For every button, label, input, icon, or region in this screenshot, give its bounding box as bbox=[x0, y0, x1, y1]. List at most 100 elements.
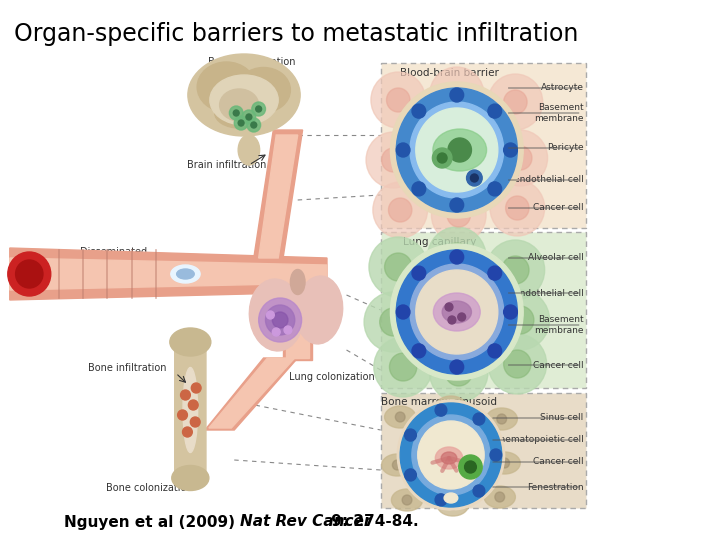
Circle shape bbox=[390, 244, 523, 380]
Circle shape bbox=[412, 266, 426, 280]
Circle shape bbox=[429, 342, 488, 402]
Circle shape bbox=[374, 337, 433, 397]
FancyBboxPatch shape bbox=[175, 341, 206, 479]
Circle shape bbox=[284, 326, 292, 334]
Circle shape bbox=[459, 455, 482, 479]
Text: Brain infiltration: Brain infiltration bbox=[187, 160, 267, 170]
Ellipse shape bbox=[183, 368, 198, 453]
Text: Cancer cell: Cancer cell bbox=[533, 457, 584, 467]
Ellipse shape bbox=[176, 269, 194, 279]
Circle shape bbox=[192, 383, 201, 393]
Text: Alveolar cell: Alveolar cell bbox=[528, 253, 584, 262]
Circle shape bbox=[242, 110, 256, 124]
Circle shape bbox=[233, 110, 239, 116]
Ellipse shape bbox=[238, 135, 260, 165]
Circle shape bbox=[486, 240, 544, 300]
Polygon shape bbox=[10, 258, 327, 290]
Circle shape bbox=[384, 253, 412, 281]
Circle shape bbox=[252, 102, 266, 116]
Circle shape bbox=[443, 243, 470, 271]
Circle shape bbox=[450, 198, 464, 212]
Text: Cancer cell: Cancer cell bbox=[533, 204, 584, 213]
Circle shape bbox=[251, 122, 257, 128]
Circle shape bbox=[502, 256, 529, 284]
Text: Nguyen et al (2009): Nguyen et al (2009) bbox=[64, 515, 240, 530]
Circle shape bbox=[458, 313, 466, 321]
Circle shape bbox=[504, 305, 518, 319]
Circle shape bbox=[392, 460, 402, 470]
Polygon shape bbox=[253, 130, 302, 258]
Circle shape bbox=[183, 427, 192, 437]
Circle shape bbox=[450, 250, 464, 264]
Ellipse shape bbox=[433, 129, 487, 171]
Circle shape bbox=[450, 360, 464, 374]
Circle shape bbox=[412, 182, 426, 196]
Circle shape bbox=[488, 344, 502, 358]
Circle shape bbox=[504, 350, 531, 378]
Circle shape bbox=[467, 170, 482, 186]
Circle shape bbox=[181, 390, 190, 400]
Circle shape bbox=[491, 290, 549, 350]
Ellipse shape bbox=[210, 75, 278, 125]
Circle shape bbox=[400, 403, 502, 507]
Circle shape bbox=[373, 182, 428, 238]
Circle shape bbox=[230, 106, 243, 120]
Ellipse shape bbox=[437, 494, 469, 516]
Circle shape bbox=[488, 182, 502, 196]
Circle shape bbox=[234, 116, 248, 130]
Polygon shape bbox=[286, 292, 310, 358]
Circle shape bbox=[435, 404, 447, 416]
Circle shape bbox=[428, 227, 486, 287]
Circle shape bbox=[504, 90, 527, 114]
Ellipse shape bbox=[436, 396, 467, 418]
Circle shape bbox=[366, 132, 420, 188]
Ellipse shape bbox=[220, 89, 258, 121]
Circle shape bbox=[266, 311, 274, 319]
Ellipse shape bbox=[188, 54, 300, 136]
Circle shape bbox=[437, 153, 447, 163]
Circle shape bbox=[190, 417, 200, 427]
Circle shape bbox=[412, 415, 490, 495]
Circle shape bbox=[405, 469, 416, 481]
Circle shape bbox=[504, 143, 518, 157]
Text: Blood-brain barrier: Blood-brain barrier bbox=[400, 68, 498, 78]
Ellipse shape bbox=[171, 265, 200, 283]
Circle shape bbox=[390, 82, 523, 218]
Circle shape bbox=[412, 104, 426, 118]
Circle shape bbox=[382, 148, 405, 172]
Circle shape bbox=[402, 495, 412, 505]
Ellipse shape bbox=[382, 454, 413, 476]
Ellipse shape bbox=[433, 293, 480, 331]
Circle shape bbox=[488, 266, 502, 280]
Circle shape bbox=[448, 500, 458, 510]
Ellipse shape bbox=[436, 447, 463, 469]
Text: Haematopoietic cell: Haematopoietic cell bbox=[493, 435, 584, 444]
Circle shape bbox=[405, 429, 416, 441]
Circle shape bbox=[473, 485, 485, 497]
Polygon shape bbox=[283, 292, 312, 360]
Ellipse shape bbox=[215, 98, 264, 128]
Circle shape bbox=[448, 138, 472, 162]
Circle shape bbox=[446, 402, 456, 412]
Text: Nat Rev Cancer: Nat Rev Cancer bbox=[240, 515, 372, 530]
Circle shape bbox=[256, 106, 261, 112]
Polygon shape bbox=[205, 358, 297, 430]
Circle shape bbox=[473, 413, 485, 425]
Circle shape bbox=[396, 250, 518, 374]
Ellipse shape bbox=[249, 279, 303, 351]
Circle shape bbox=[410, 102, 504, 198]
Circle shape bbox=[410, 264, 504, 360]
Ellipse shape bbox=[442, 301, 472, 323]
Text: Disseminated
breast tumour cell: Disseminated breast tumour cell bbox=[80, 247, 170, 269]
Ellipse shape bbox=[197, 62, 256, 112]
Circle shape bbox=[396, 143, 410, 157]
Circle shape bbox=[464, 461, 477, 473]
Circle shape bbox=[369, 237, 428, 297]
Circle shape bbox=[189, 400, 198, 410]
Text: Lung colonization: Lung colonization bbox=[289, 372, 374, 382]
Text: Astrocyte: Astrocyte bbox=[541, 84, 584, 92]
Circle shape bbox=[395, 412, 405, 422]
Circle shape bbox=[490, 449, 502, 461]
Ellipse shape bbox=[170, 328, 211, 356]
Ellipse shape bbox=[444, 493, 458, 503]
